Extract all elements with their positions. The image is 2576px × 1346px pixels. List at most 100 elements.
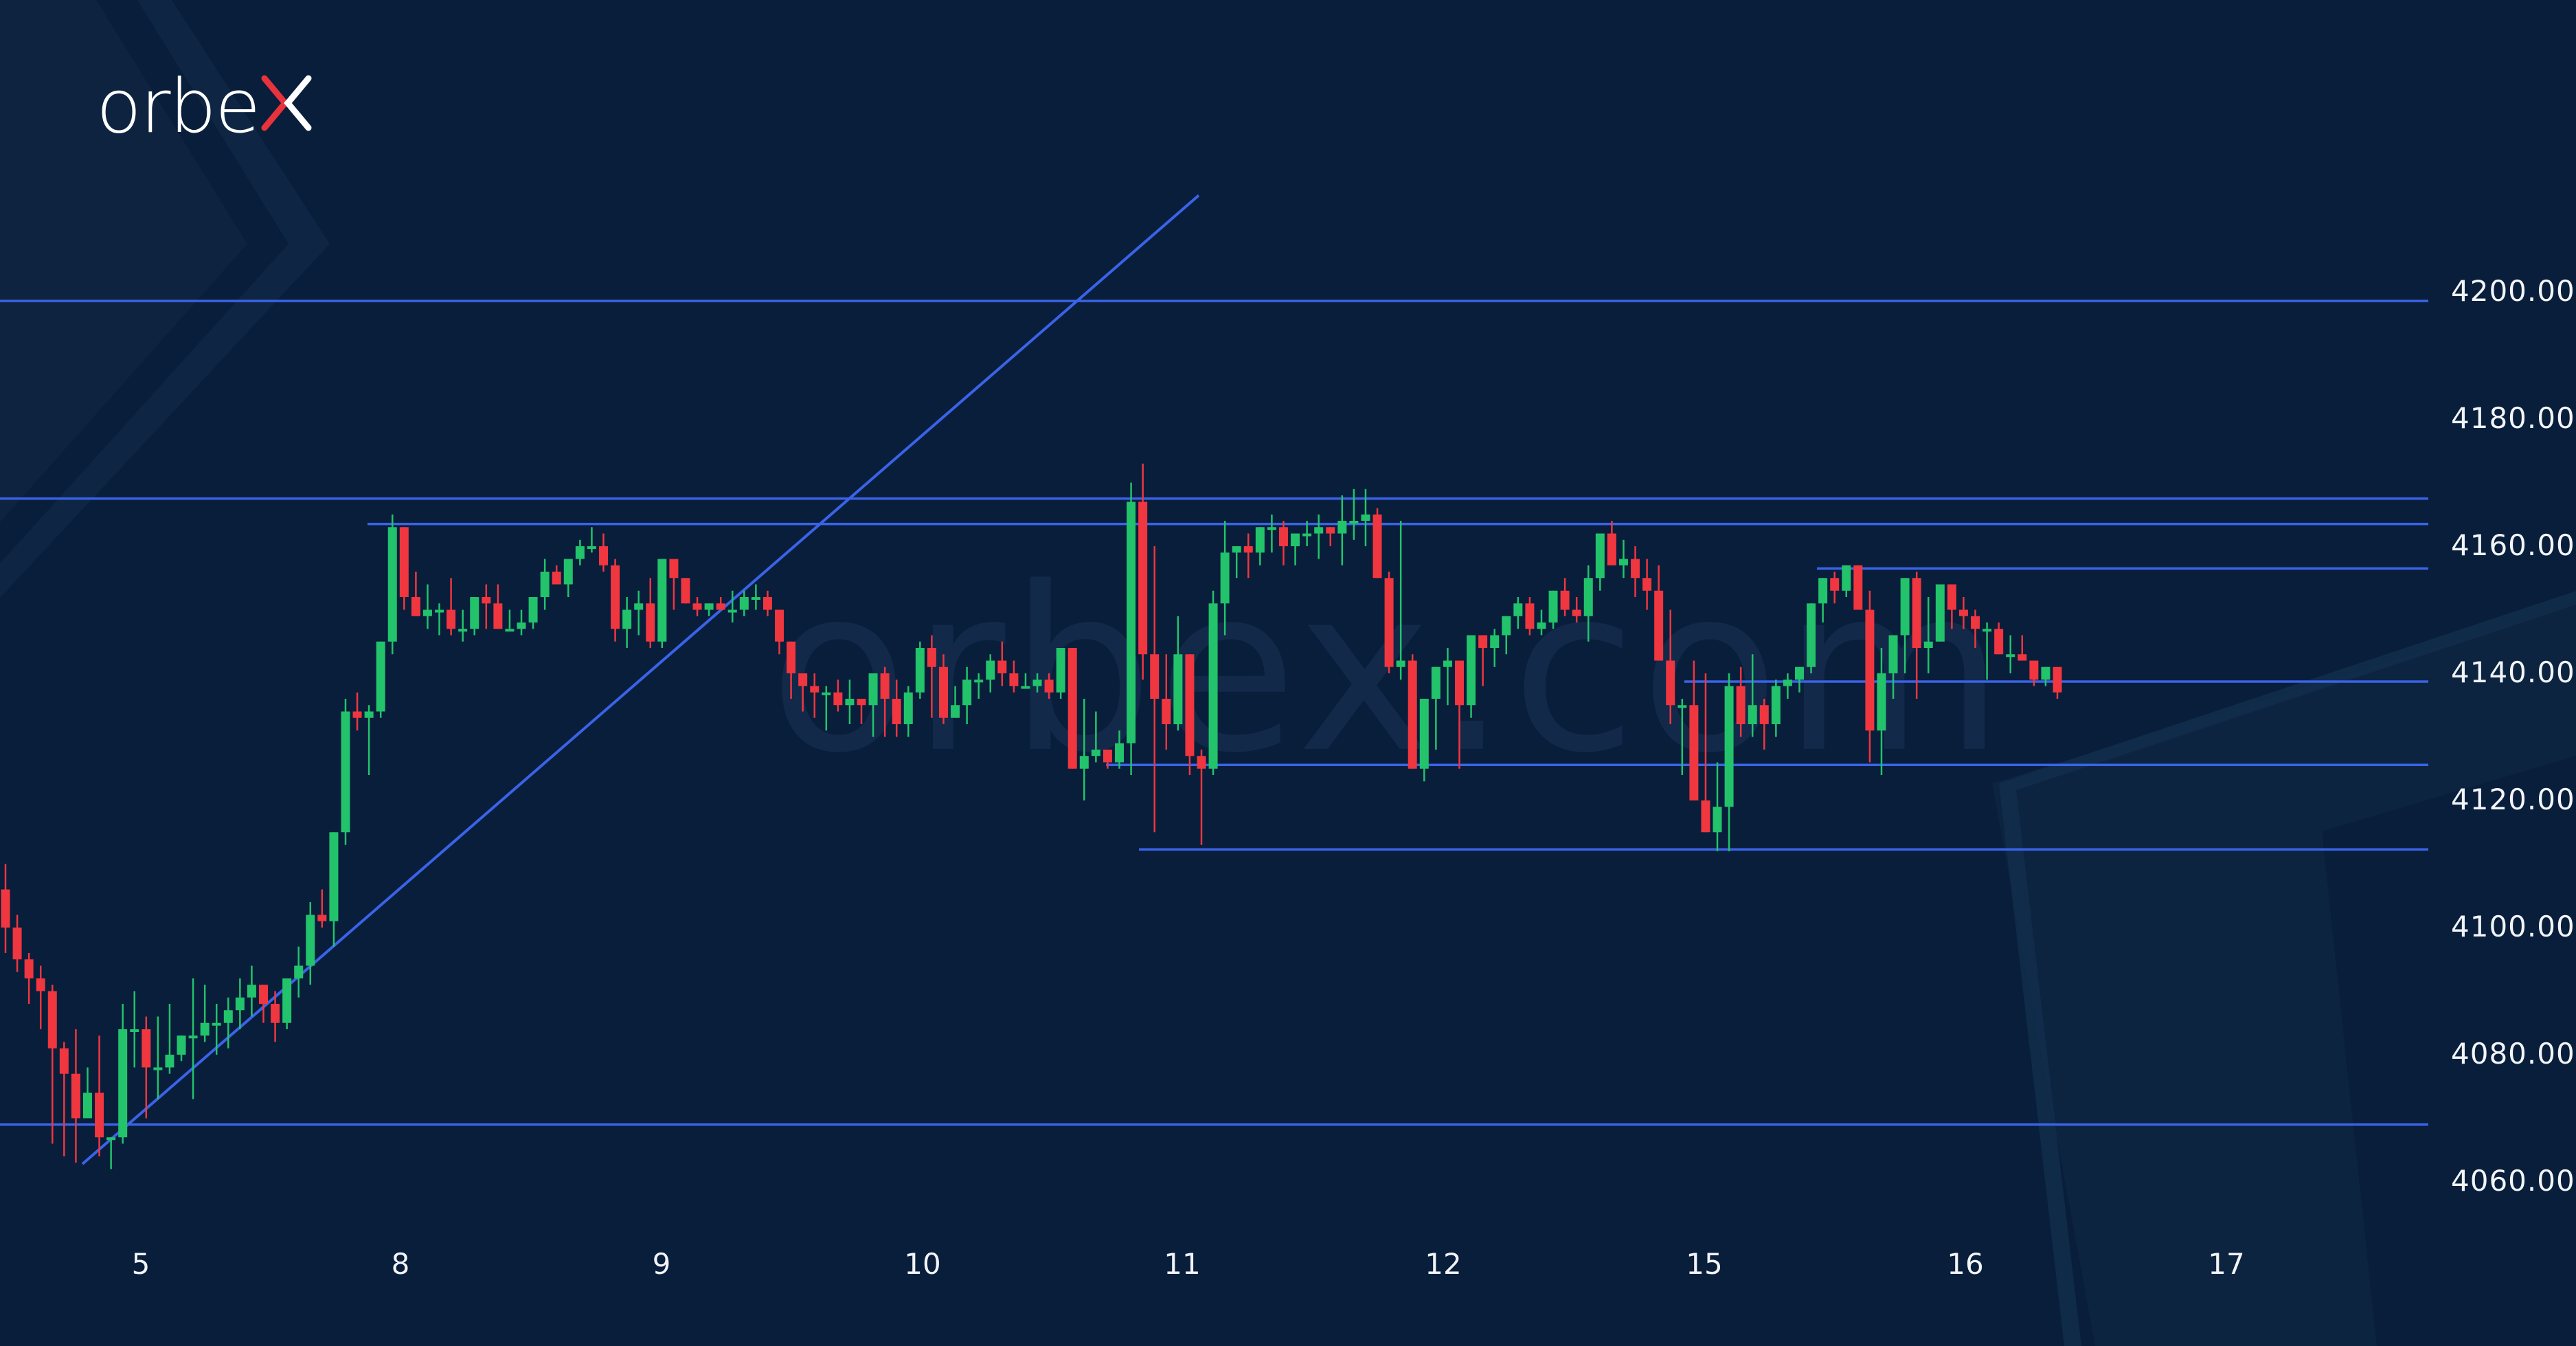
candle xyxy=(892,680,901,737)
candle xyxy=(927,635,936,718)
candle xyxy=(1572,597,1581,622)
date-tick-label: 17 xyxy=(2208,1247,2245,1281)
date-tick-label: 9 xyxy=(652,1247,671,1281)
candle xyxy=(1079,699,1089,800)
candle xyxy=(646,578,655,648)
candle xyxy=(1455,660,1465,769)
price-tick-label: 4200.00 xyxy=(2451,274,2575,308)
candle xyxy=(1701,673,1710,833)
date-tick-label: 11 xyxy=(1164,1247,1201,1281)
candle xyxy=(634,590,644,636)
candle xyxy=(1654,565,1664,661)
candle xyxy=(657,559,667,648)
candle xyxy=(399,527,409,610)
candle xyxy=(1115,730,1125,769)
candle xyxy=(1982,622,1992,680)
price-tick-label: 4160.00 xyxy=(2451,528,2575,562)
candle xyxy=(1618,539,1628,579)
candle xyxy=(47,985,57,1144)
candle xyxy=(622,597,632,648)
candle xyxy=(1232,546,1241,579)
candle xyxy=(1771,680,1781,737)
candle xyxy=(1243,533,1253,579)
candle xyxy=(1,864,10,953)
candle xyxy=(1853,565,1863,610)
candle xyxy=(1677,699,1687,775)
candle xyxy=(1267,514,1276,553)
candle xyxy=(1150,546,1160,833)
candle xyxy=(775,609,784,655)
candle xyxy=(282,978,292,1029)
candle xyxy=(411,572,420,616)
candle xyxy=(1396,521,1405,680)
candle xyxy=(587,527,596,553)
candle xyxy=(1162,654,1171,750)
date-tick-label: 15 xyxy=(1686,1247,1723,1281)
candle xyxy=(1724,673,1734,851)
candle xyxy=(106,1137,116,1169)
candle xyxy=(177,1035,186,1062)
candle xyxy=(1361,489,1370,546)
candle xyxy=(787,641,796,699)
candle xyxy=(2029,660,2039,686)
candle xyxy=(974,673,984,699)
candle xyxy=(1337,495,1347,565)
candle xyxy=(1595,533,1605,591)
candle xyxy=(762,590,772,616)
candle xyxy=(36,965,45,1029)
candle xyxy=(1278,521,1288,565)
candle xyxy=(142,1016,151,1119)
candle xyxy=(903,686,913,737)
candle xyxy=(833,680,843,712)
candle xyxy=(482,584,491,629)
candle xyxy=(1478,635,1488,686)
candle xyxy=(704,603,714,616)
candle xyxy=(1197,750,1206,845)
candle xyxy=(1408,654,1417,769)
candle xyxy=(271,991,280,1042)
candle xyxy=(458,609,468,642)
candle xyxy=(1009,660,1019,693)
candle xyxy=(223,997,233,1048)
candle xyxy=(1185,654,1195,775)
candle xyxy=(2041,666,2050,686)
date-tick-label: 12 xyxy=(1425,1247,1462,1281)
candle xyxy=(1208,590,1218,775)
candle xyxy=(1548,590,1558,629)
candle xyxy=(1842,565,1851,597)
date-tick-label: 8 xyxy=(391,1247,410,1281)
candle xyxy=(470,597,479,636)
candle xyxy=(1830,572,1840,604)
candle xyxy=(1736,666,1745,737)
candle xyxy=(986,654,995,693)
candle xyxy=(59,1042,69,1156)
candle xyxy=(447,578,456,636)
candle xyxy=(188,978,198,1099)
candle xyxy=(235,978,245,1029)
candle xyxy=(130,991,139,1068)
candle xyxy=(259,985,269,1023)
candle xyxy=(247,965,256,1017)
candle xyxy=(200,985,210,1042)
candle xyxy=(493,584,503,629)
candle xyxy=(951,686,960,718)
candle xyxy=(71,1029,80,1163)
candle xyxy=(1642,559,1652,610)
logo-x-icon xyxy=(259,64,314,150)
price-tick-label: 4100.00 xyxy=(2451,910,2575,943)
candle xyxy=(739,590,749,616)
trendline[interactable] xyxy=(81,194,1200,1165)
candle xyxy=(868,673,878,737)
candle xyxy=(1759,699,1769,750)
candle xyxy=(1748,654,1757,737)
candle xyxy=(317,889,327,928)
bg-chevron-left xyxy=(0,0,247,522)
candle xyxy=(810,673,820,718)
logo-text: orbe xyxy=(96,63,260,150)
candle xyxy=(505,609,515,632)
candle xyxy=(1467,635,1476,718)
candle xyxy=(1947,584,1956,629)
candle xyxy=(352,692,362,731)
